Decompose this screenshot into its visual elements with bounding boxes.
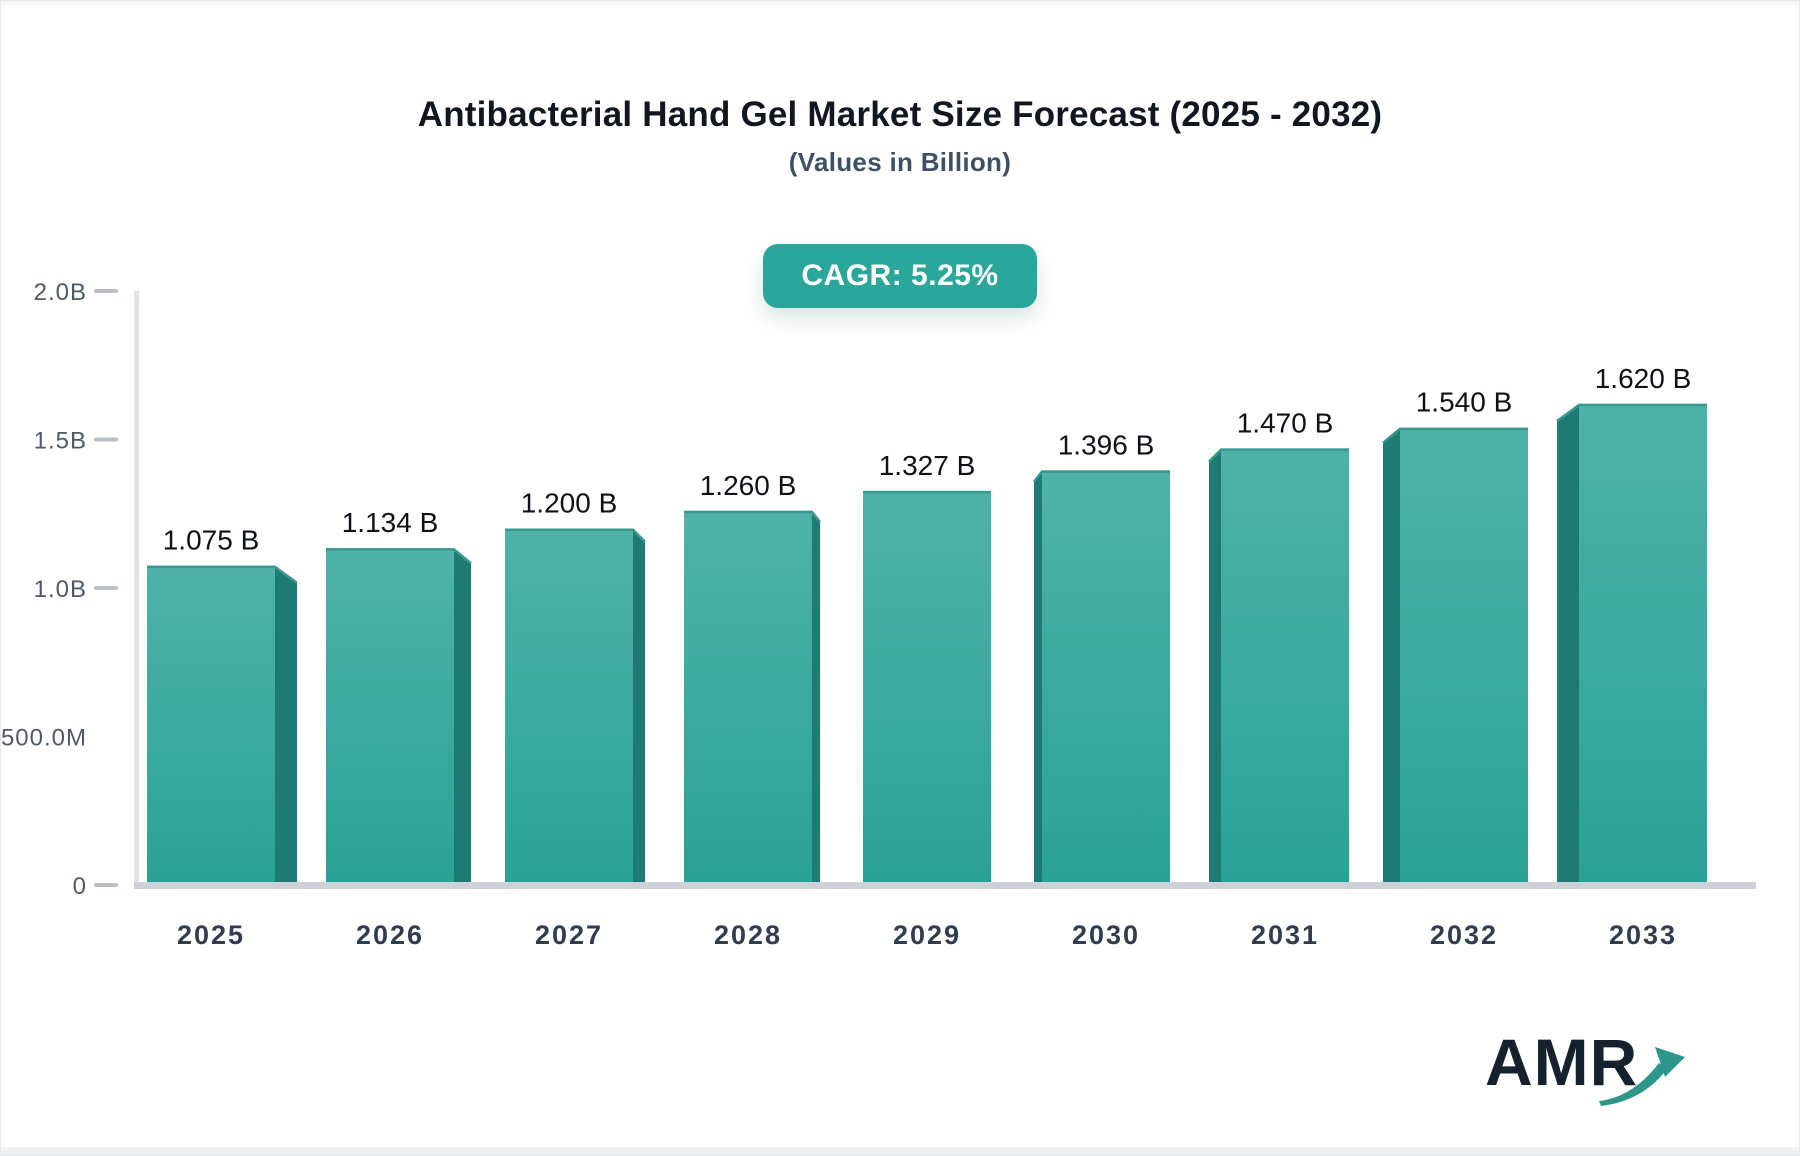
y-axis-tick-label: 500.0M	[1, 725, 87, 752]
page-edge-bottom	[1, 1147, 1799, 1155]
bar-top-edge	[326, 548, 472, 565]
bar-face-2033	[1579, 403, 1707, 885]
bar-value-label: 1.540 B	[1416, 387, 1513, 418]
x-axis-label-2025: 2025	[177, 920, 245, 950]
x-axis-baseline	[134, 882, 1756, 889]
trending-up-arrow-icon	[1599, 1047, 1685, 1106]
y-axis-tick-label: 2.0B	[34, 279, 87, 306]
y-axis-tick-mark	[94, 437, 118, 442]
x-axis-label-2031: 2031	[1251, 920, 1319, 950]
y-axis-line	[134, 291, 139, 889]
bar-top-edge	[1382, 427, 1528, 444]
bar-side-2028	[812, 510, 820, 885]
y-axis-tick-mark	[94, 586, 118, 590]
cagr-badge: CAGR: 5.25%	[763, 244, 1037, 309]
bar-value-label: 1.134 B	[342, 507, 439, 538]
y-axis-tick-mark	[94, 289, 118, 293]
x-axis-label-2029: 2029	[893, 920, 961, 950]
y-axis-tick-label: 0	[73, 873, 87, 900]
bar-top-edge	[147, 565, 298, 584]
bar-side-2027	[633, 528, 645, 885]
bar-value-label: 1.260 B	[700, 470, 797, 501]
bar-top-edge	[1208, 448, 1349, 463]
bar-face-2029	[863, 490, 991, 885]
x-axis-label-2033: 2033	[1609, 920, 1677, 950]
bar-face-2027	[505, 528, 633, 885]
x-axis-label-2030: 2030	[1072, 920, 1140, 950]
bar-top-edge	[1556, 403, 1707, 423]
x-axis-label-2027: 2027	[535, 920, 603, 950]
bar-side-2033	[1557, 403, 1579, 885]
bar-value-label: 1.327 B	[879, 450, 976, 481]
bar-value-label: 1.075 B	[163, 525, 260, 556]
bar-face-2032	[1400, 427, 1528, 885]
bar-face-2028	[684, 510, 812, 885]
y-axis-tick-label: 1.0B	[34, 576, 87, 603]
amr-logo-text: AMR	[1485, 1025, 1639, 1099]
bar-side-2031	[1209, 448, 1221, 885]
y-axis-tick-mark	[94, 883, 118, 887]
bar-value-label: 1.470 B	[1237, 407, 1334, 438]
bar-top-edge	[505, 528, 646, 543]
bar-top-edge	[684, 510, 821, 523]
bar-side-2026	[454, 548, 471, 885]
bar-side-2032	[1383, 427, 1400, 885]
y-axis-tick-label: 1.5B	[34, 428, 87, 455]
chart-subtitle: (Values in Billion)	[788, 147, 1012, 178]
page-edge-top	[1, 1, 1799, 5]
bar-top-edge	[1033, 470, 1170, 483]
bar-side-2025	[275, 565, 297, 885]
bar-value-label: 1.200 B	[521, 488, 618, 519]
x-axis-label-2032: 2032	[1430, 920, 1498, 950]
x-axis-label-2028: 2028	[714, 920, 782, 950]
bar-value-label: 1.620 B	[1595, 363, 1692, 394]
amr-logo: AMR	[1485, 1019, 1695, 1119]
chart-header: Antibacterial Hand Gel Market Size Forec…	[1, 1, 1799, 309]
bar-value-label: 1.396 B	[1058, 429, 1155, 460]
bar-face-2026	[326, 548, 454, 885]
bar-side-2030	[1034, 470, 1042, 885]
page-title: Antibacterial Hand Gel Market Size Forec…	[417, 95, 1383, 134]
x-axis-label-2026: 2026	[356, 920, 424, 950]
bar-face-2025	[147, 565, 275, 885]
bar-face-2031	[1221, 448, 1349, 885]
bar-face-2030	[1042, 470, 1170, 885]
